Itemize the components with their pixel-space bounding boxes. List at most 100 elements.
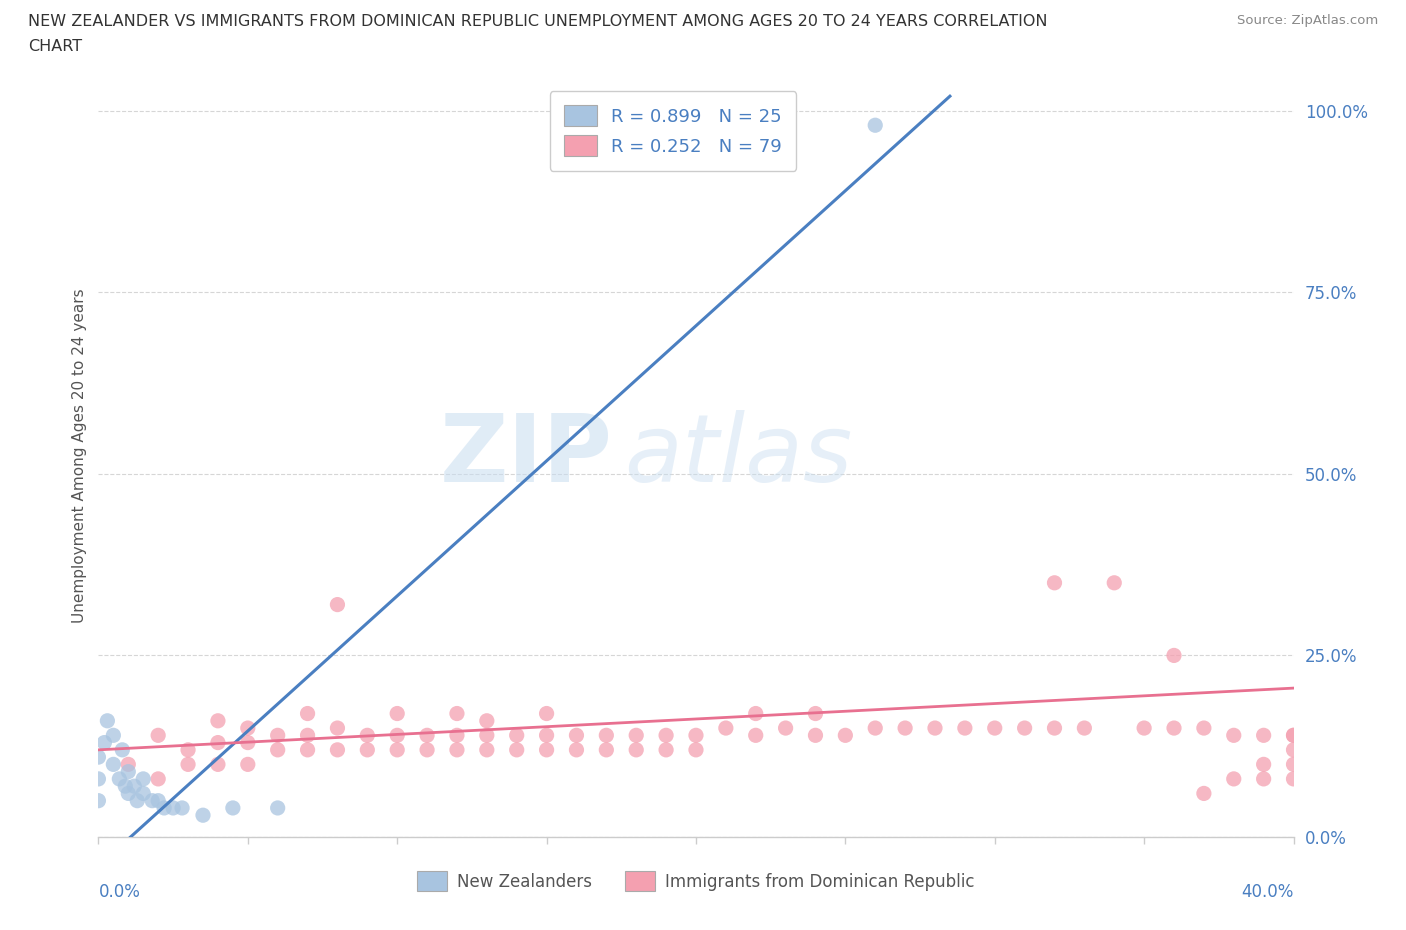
Text: CHART: CHART	[28, 39, 82, 54]
Point	[1163, 648, 1185, 663]
Text: atlas: atlas	[624, 410, 852, 501]
Point	[924, 721, 946, 736]
Point	[87, 793, 110, 808]
Point	[132, 772, 155, 787]
Point	[222, 801, 245, 816]
Point	[894, 721, 917, 736]
Point	[626, 742, 648, 757]
Point	[191, 808, 214, 823]
Point	[865, 721, 887, 736]
Point	[1282, 728, 1305, 743]
Point	[267, 728, 290, 743]
Point	[536, 706, 558, 721]
Point	[984, 721, 1007, 736]
Point	[148, 728, 170, 743]
Text: NEW ZEALANDER VS IMMIGRANTS FROM DOMINICAN REPUBLIC UNEMPLOYMENT AMONG AGES 20 T: NEW ZEALANDER VS IMMIGRANTS FROM DOMINIC…	[28, 14, 1047, 29]
Point	[475, 713, 498, 728]
Point	[745, 706, 768, 721]
Point	[236, 757, 259, 772]
Point	[177, 757, 200, 772]
Point	[356, 728, 378, 743]
Point	[172, 801, 194, 816]
Point	[385, 706, 409, 721]
Point	[446, 742, 468, 757]
Point	[416, 742, 439, 757]
Text: 40.0%: 40.0%	[1241, 883, 1294, 901]
Point	[385, 742, 409, 757]
Point	[148, 772, 170, 787]
Point	[356, 742, 378, 757]
Point	[1014, 721, 1036, 736]
Point	[267, 742, 290, 757]
Point	[475, 728, 498, 743]
Point	[103, 728, 125, 743]
Point	[536, 728, 558, 743]
Text: Source: ZipAtlas.com: Source: ZipAtlas.com	[1237, 14, 1378, 27]
Point	[326, 742, 349, 757]
Point	[207, 735, 229, 750]
Point	[117, 786, 139, 801]
Point	[446, 728, 468, 743]
Point	[297, 742, 319, 757]
Point	[655, 742, 678, 757]
Point	[595, 728, 617, 743]
Point	[1223, 772, 1246, 787]
Point	[207, 757, 229, 772]
Point	[108, 772, 131, 787]
Point	[297, 728, 319, 743]
Point	[536, 742, 558, 757]
Point	[506, 728, 529, 743]
Point	[1104, 576, 1126, 591]
Point	[87, 750, 110, 764]
Point	[1043, 721, 1066, 736]
Point	[1192, 786, 1215, 801]
Point	[416, 728, 439, 743]
Point	[114, 778, 136, 793]
Point	[1223, 728, 1246, 743]
Text: 0.0%: 0.0%	[98, 883, 141, 901]
Point	[141, 793, 163, 808]
Point	[1253, 772, 1275, 787]
Point	[117, 757, 139, 772]
Point	[117, 764, 139, 779]
Point	[127, 793, 149, 808]
Point	[267, 801, 290, 816]
Point	[236, 735, 259, 750]
Point	[124, 778, 146, 793]
Point	[207, 713, 229, 728]
Point	[111, 742, 134, 757]
Point	[1282, 742, 1305, 757]
Point	[834, 728, 856, 743]
Point	[745, 728, 768, 743]
Point	[446, 706, 468, 721]
Point	[626, 728, 648, 743]
Text: ZIP: ZIP	[440, 410, 613, 501]
Point	[1043, 576, 1066, 591]
Point	[297, 706, 319, 721]
Point	[93, 735, 115, 750]
Point	[148, 793, 170, 808]
Legend: New Zealanders, Immigrants from Dominican Republic: New Zealanders, Immigrants from Dominica…	[411, 865, 981, 897]
Point	[103, 757, 125, 772]
Point	[655, 728, 678, 743]
Point	[1073, 721, 1095, 736]
Point	[326, 721, 349, 736]
Point	[775, 721, 797, 736]
Point	[506, 742, 529, 757]
Point	[153, 801, 176, 816]
Point	[326, 597, 349, 612]
Point	[1253, 757, 1275, 772]
Point	[1282, 772, 1305, 787]
Point	[1163, 721, 1185, 736]
Point	[177, 742, 200, 757]
Point	[1282, 728, 1305, 743]
Y-axis label: Unemployment Among Ages 20 to 24 years: Unemployment Among Ages 20 to 24 years	[72, 288, 87, 623]
Point	[1192, 721, 1215, 736]
Point	[565, 742, 588, 757]
Point	[1282, 757, 1305, 772]
Point	[595, 742, 617, 757]
Point	[475, 742, 498, 757]
Point	[385, 728, 409, 743]
Point	[1133, 721, 1156, 736]
Point	[685, 742, 707, 757]
